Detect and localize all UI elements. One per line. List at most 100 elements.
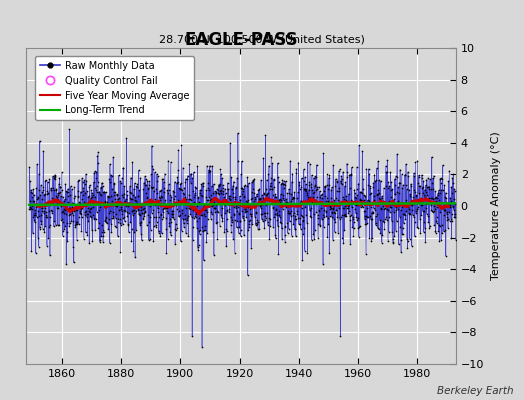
Point: [279, 192, 287, 198]
Point: [125, 210, 134, 216]
Point: [70, 195, 78, 201]
Point: [231, 250, 239, 256]
Point: [181, 212, 189, 218]
Point: [127, 226, 136, 232]
Point: [63, 189, 72, 196]
Point: [264, 189, 272, 196]
Point: [326, 195, 335, 202]
Point: [26, 198, 34, 204]
Point: [222, 198, 231, 204]
Point: [73, 220, 82, 227]
Point: [98, 180, 106, 186]
Point: [187, 171, 195, 177]
Point: [44, 190, 52, 197]
Point: [102, 219, 110, 225]
Point: [286, 218, 294, 225]
Point: [116, 220, 124, 226]
Point: [35, 170, 43, 177]
Point: [281, 178, 290, 184]
Point: [296, 199, 304, 206]
Point: [29, 230, 37, 236]
Point: [336, 178, 345, 184]
Point: [391, 191, 399, 198]
Point: [397, 171, 406, 178]
Point: [286, 158, 294, 164]
Point: [221, 199, 229, 205]
Point: [131, 194, 139, 200]
Point: [126, 194, 134, 201]
Point: [88, 190, 96, 196]
Point: [342, 200, 351, 206]
Point: [186, 206, 194, 212]
Point: [101, 218, 109, 224]
Point: [56, 184, 64, 190]
Point: [287, 213, 295, 219]
Point: [142, 201, 150, 208]
Point: [299, 166, 308, 173]
Point: [248, 179, 256, 185]
Point: [376, 230, 385, 237]
Point: [183, 215, 192, 222]
Point: [27, 187, 35, 194]
Point: [310, 174, 318, 181]
Point: [79, 192, 88, 198]
Point: [390, 196, 398, 202]
Point: [42, 208, 50, 215]
Point: [99, 183, 107, 190]
Point: [239, 188, 247, 195]
Point: [82, 229, 90, 236]
Point: [450, 186, 458, 192]
Point: [447, 184, 455, 190]
Point: [349, 216, 357, 222]
Point: [313, 186, 321, 192]
Point: [339, 168, 347, 175]
Point: [270, 177, 278, 183]
Point: [235, 211, 243, 218]
Point: [247, 196, 256, 202]
Point: [60, 206, 68, 212]
Point: [441, 207, 449, 214]
Point: [191, 183, 200, 190]
Point: [84, 205, 92, 211]
Point: [325, 174, 333, 181]
Point: [324, 215, 332, 222]
Point: [348, 214, 357, 220]
Point: [280, 223, 289, 230]
Point: [194, 246, 202, 253]
Point: [215, 181, 224, 187]
Point: [201, 213, 209, 219]
Point: [314, 221, 322, 228]
Point: [118, 175, 126, 181]
Point: [438, 205, 446, 212]
Point: [51, 174, 60, 180]
Point: [406, 191, 414, 197]
Point: [400, 212, 409, 219]
Point: [155, 230, 163, 236]
Point: [133, 181, 141, 187]
Point: [70, 192, 79, 199]
Point: [101, 197, 110, 204]
Point: [429, 186, 438, 192]
Point: [252, 210, 260, 216]
Point: [375, 190, 384, 197]
Point: [228, 194, 237, 200]
Point: [252, 220, 260, 226]
Point: [339, 205, 347, 211]
Point: [123, 208, 131, 215]
Point: [212, 190, 220, 196]
Point: [303, 220, 311, 226]
Point: [210, 252, 218, 258]
Point: [173, 196, 182, 203]
Point: [204, 180, 213, 186]
Point: [117, 191, 126, 198]
Point: [380, 216, 389, 223]
Point: [355, 142, 363, 148]
Point: [181, 193, 189, 200]
Point: [293, 202, 301, 208]
Point: [30, 217, 38, 223]
Point: [292, 195, 301, 202]
Point: [285, 186, 293, 192]
Point: [290, 226, 299, 232]
Point: [354, 200, 363, 206]
Point: [29, 186, 37, 192]
